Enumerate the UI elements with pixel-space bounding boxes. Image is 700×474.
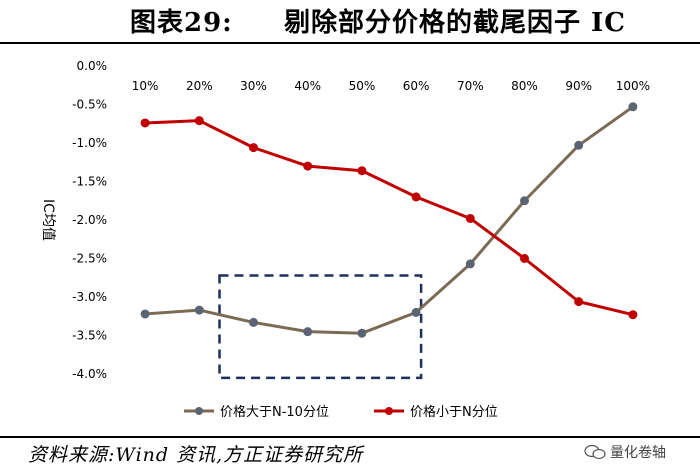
series-1-point xyxy=(140,309,150,319)
bottom-rule xyxy=(0,436,700,438)
series-1-point xyxy=(411,307,421,317)
series-2-point xyxy=(628,310,638,320)
source-note: 资料来源:Wind 资讯,方正证券研究所 xyxy=(28,444,364,466)
y-tick-label: -2.5% xyxy=(72,252,107,266)
x-tick-label: 20% xyxy=(186,79,213,93)
series-1-point xyxy=(574,140,584,150)
series-2-point xyxy=(194,116,204,126)
top-rule xyxy=(0,42,700,44)
figure-number: 图表29: xyxy=(130,8,233,38)
series-1-point xyxy=(628,102,638,112)
y-axis-label: IC均值 xyxy=(40,199,56,241)
series-1-point xyxy=(194,305,204,315)
y-tick-label: -2.0% xyxy=(72,213,107,227)
x-tick-label: 10% xyxy=(132,79,159,93)
highlight-dashed-box xyxy=(218,274,423,380)
series-2-point xyxy=(357,166,367,176)
series-1-point xyxy=(520,196,529,206)
legend-label: 价格大于N-10分位 xyxy=(220,404,329,420)
series-2-point xyxy=(465,213,475,223)
x-tick-label: 70% xyxy=(457,79,484,93)
series-1-point xyxy=(465,259,475,269)
y-tick-label: -3.5% xyxy=(72,329,107,343)
series-1-point xyxy=(249,317,258,327)
watermark-text: 量化卷轴 xyxy=(610,445,666,461)
x-tick-label: 100% xyxy=(616,79,650,93)
figure-header: 图表29: 剔除部分价格的截尾因子 IC xyxy=(0,0,700,40)
x-tick-label: 80% xyxy=(511,79,538,93)
series-2-point xyxy=(303,161,313,171)
series-2-point xyxy=(411,192,421,202)
y-tick-label: -1.0% xyxy=(72,136,107,150)
series-2-point xyxy=(574,297,584,307)
series-2-point xyxy=(140,118,150,128)
y-tick-label: -0.5% xyxy=(72,98,107,112)
y-tick-label: -4.0% xyxy=(72,367,107,381)
x-tick-label: 30% xyxy=(240,79,267,93)
x-tick-label: 90% xyxy=(565,79,592,93)
series-line-2 xyxy=(145,119,634,317)
y-tick-label: -1.5% xyxy=(72,175,107,189)
wechat-icon xyxy=(584,444,606,460)
x-tick-label: 50% xyxy=(349,79,376,93)
legend-swatch-marker-1 xyxy=(195,407,203,415)
y-tick-label: -3.0% xyxy=(72,290,107,304)
x-tick-label: 60% xyxy=(403,79,430,93)
legend-label: 价格小于N分位 xyxy=(410,404,498,420)
series-2-point xyxy=(520,254,529,263)
x-tick-label: 40% xyxy=(294,79,321,93)
watermark: 量化卷轴 xyxy=(584,442,666,462)
series-1-point xyxy=(357,328,367,338)
legend-swatch-marker-2 xyxy=(385,407,393,415)
series-1-point xyxy=(303,327,313,337)
ic-line-chart: 0.0% -0.5% -1.0% -1.5% -2.0% -2.5% -3.0% -3.5% -… xyxy=(40,59,650,420)
series-2-point xyxy=(249,143,258,153)
y-tick-label: 0.0% xyxy=(77,59,108,73)
series-line-1 xyxy=(144,105,634,335)
figure-title: 剔除部分价格的截尾因子 IC xyxy=(284,8,626,38)
